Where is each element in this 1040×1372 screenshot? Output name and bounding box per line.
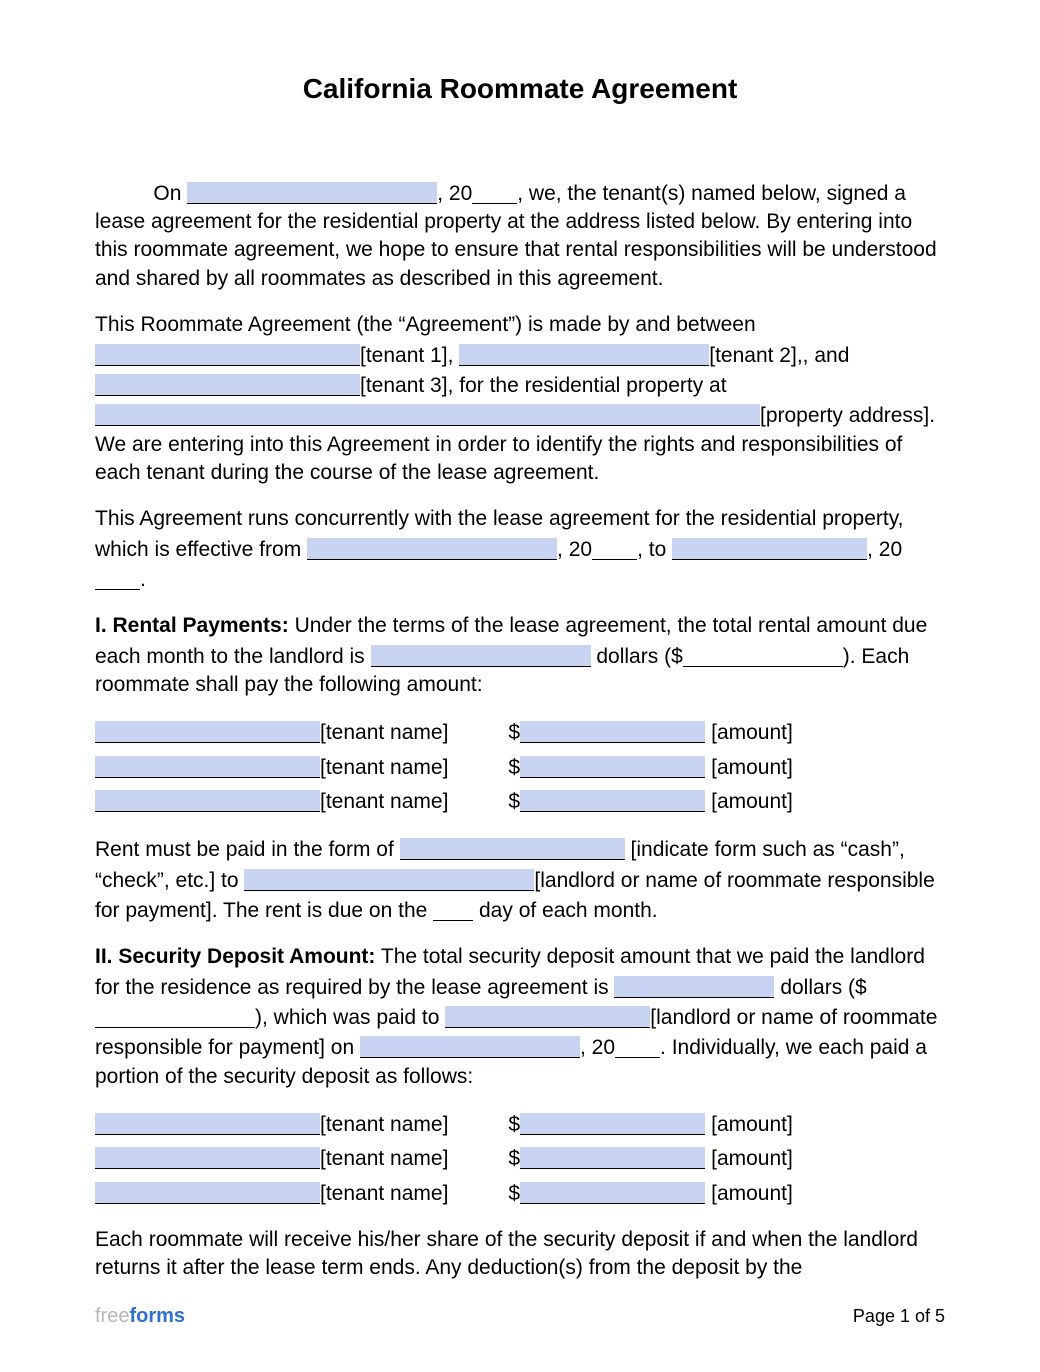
tenant2-label: [tenant 2],, <box>709 344 808 367</box>
deposit-year-field[interactable] <box>615 1036 660 1058</box>
page-footer: freeforms Page 1 of 5 <box>95 1303 945 1330</box>
table-row: [tenant name] $ [amount] <box>95 752 945 782</box>
intro-on: On <box>153 182 181 205</box>
amount-label: [amount] <box>711 719 793 747</box>
table-row: [tenant name] $ [amount] <box>95 1143 945 1173</box>
amount-field[interactable] <box>520 1147 705 1169</box>
intro-paragraph: On , 20, we, the tenant(s) named below, … <box>95 178 945 293</box>
year-marker-3: , 20 <box>867 538 902 561</box>
tenant-name-label: [tenant name] <box>320 754 448 782</box>
tenant-name-field[interactable] <box>95 790 320 812</box>
section-2-paid-to: ), which was paid to <box>255 1006 439 1029</box>
tenant3-label: [tenant 3], for the residential property… <box>360 374 727 397</box>
parties-lead: This Roommate Agreement (the “Agreement”… <box>95 313 756 336</box>
tenant-name-field[interactable] <box>95 1113 320 1135</box>
tenant-name-label: [tenant name] <box>320 719 448 747</box>
date-month-field[interactable] <box>187 182 437 204</box>
year-marker-2: , 20 <box>557 538 592 561</box>
parties-paragraph: This Roommate Agreement (the “Agreement”… <box>95 311 945 487</box>
payee-field[interactable] <box>244 869 534 891</box>
tenant3-field[interactable] <box>95 374 360 396</box>
section-2-heading: II. Security Deposit Amount: <box>95 945 375 968</box>
table-row: [tenant name] $ [amount] <box>95 1109 945 1139</box>
tenant-name-label: [tenant name] <box>320 788 448 816</box>
year-marker-4: , 20 <box>580 1036 615 1059</box>
amount-field[interactable] <box>520 721 705 743</box>
term-to-field[interactable] <box>672 538 867 560</box>
amount-label: [amount] <box>711 1180 793 1208</box>
term-paragraph: This Agreement runs concurrently with th… <box>95 505 945 594</box>
document-title: California Roommate Agreement <box>95 70 945 108</box>
dollar-sign: $ <box>508 788 520 816</box>
logo: freeforms <box>95 1303 185 1330</box>
tenant-name-label: [tenant name] <box>320 1180 448 1208</box>
document-page: California Roommate Agreement On , 20, w… <box>0 0 1040 1372</box>
term-from-year-field[interactable] <box>592 538 637 560</box>
table-row: [tenant name] $ [amount] <box>95 1178 945 1208</box>
term-to-year-field[interactable] <box>95 568 140 590</box>
amount-field[interactable] <box>520 790 705 812</box>
deposit-date-field[interactable] <box>360 1036 580 1058</box>
amount-label: [amount] <box>711 788 793 816</box>
section-1-heading: I. Rental Payments: <box>95 614 289 637</box>
dollar-sign: $ <box>508 1180 520 1208</box>
term-to: , to <box>637 538 666 561</box>
rent-split-table: [tenant name] $[amount] [tenant name] $[… <box>95 717 945 816</box>
logo-forms: forms <box>129 1305 185 1327</box>
section-1-dollars: dollars <box>596 645 658 668</box>
form-lead: Rent must be paid in the form of <box>95 838 394 861</box>
section-1: I. Rental Payments: Under the terms of t… <box>95 612 945 699</box>
amount-field[interactable] <box>520 1182 705 1204</box>
amount-field[interactable] <box>520 1113 705 1135</box>
day-tail: day of each month. <box>479 899 658 922</box>
property-address-field[interactable] <box>95 404 760 426</box>
amount-label: [amount] <box>711 754 793 782</box>
rent-numeric-field[interactable] <box>683 645 843 667</box>
deposit-payee-field[interactable] <box>445 1006 650 1028</box>
deposit-closing: Each roommate will receive his/her share… <box>95 1226 945 1283</box>
date-year-field[interactable] <box>472 182 517 204</box>
tenant-name-label: [tenant name] <box>320 1111 448 1139</box>
amount-label: [amount] <box>711 1111 793 1139</box>
section-1-dollar-prefix: ($ <box>664 645 683 668</box>
dollar-sign: $ <box>508 719 520 747</box>
payment-form-field[interactable] <box>400 838 625 860</box>
tenant1-field[interactable] <box>95 344 360 366</box>
deposit-words-field[interactable] <box>614 976 774 998</box>
year-marker-1: , 20 <box>437 182 472 205</box>
section-2-dollars: dollars ($ <box>780 976 866 999</box>
rent-form-paragraph: Rent must be paid in the form of [indica… <box>95 834 945 925</box>
deposit-split-table: [tenant name] $[amount] [tenant name] $[… <box>95 1109 945 1208</box>
deposit-numeric-field[interactable] <box>95 1006 255 1028</box>
tenant-name-field[interactable] <box>95 1182 320 1204</box>
dollar-sign: $ <box>508 1111 520 1139</box>
tenant2-field[interactable] <box>459 344 709 366</box>
dollar-sign: $ <box>508 754 520 782</box>
rent-words-field[interactable] <box>371 645 591 667</box>
tenant-name-field[interactable] <box>95 1147 320 1169</box>
table-row: [tenant name] $ [amount] <box>95 717 945 747</box>
tenant-name-field[interactable] <box>95 721 320 743</box>
table-row: [tenant name] $ [amount] <box>95 786 945 816</box>
amount-field[interactable] <box>520 756 705 778</box>
tenant1-label: [tenant 1], <box>360 344 453 367</box>
page-number: Page 1 of 5 <box>853 1304 945 1328</box>
tenant-name-field[interactable] <box>95 756 320 778</box>
due-day-field[interactable] <box>433 899 473 921</box>
section-2: II. Security Deposit Amount: The total s… <box>95 943 945 1091</box>
logo-free: free <box>95 1305 129 1327</box>
term-from-field[interactable] <box>307 538 557 560</box>
parties-and: and <box>814 344 849 367</box>
term-period: . <box>140 568 146 591</box>
tenant-name-label: [tenant name] <box>320 1145 448 1173</box>
amount-label: [amount] <box>711 1145 793 1173</box>
dollar-sign: $ <box>508 1145 520 1173</box>
